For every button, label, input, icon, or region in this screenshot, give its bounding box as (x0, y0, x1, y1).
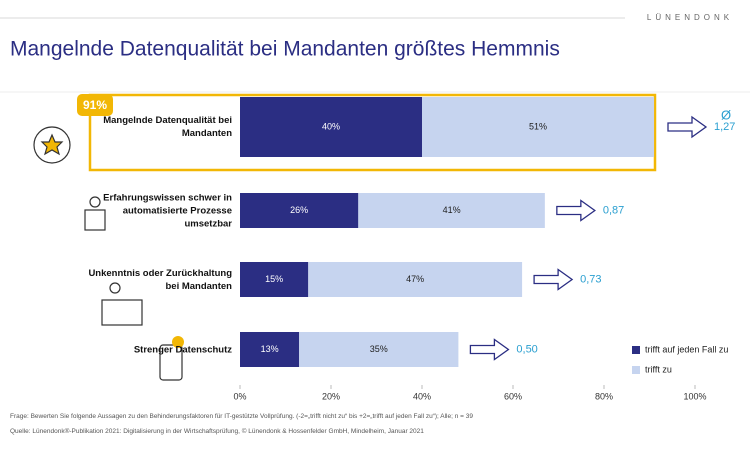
category-label: Strenger Datenschutz (133, 344, 232, 355)
value-label: 13% (261, 344, 279, 354)
bar-segment (422, 97, 655, 157)
highlight-badge (77, 94, 113, 116)
highlight-label: 91% (83, 98, 107, 112)
value-label: 41% (443, 205, 461, 215)
category-label: Mangelnde Datenqualität bei Mandanten (103, 115, 232, 139)
legend-swatch (632, 366, 640, 374)
legend-label: trifft auf jeden Fall zu (645, 344, 728, 354)
average-label: 0,87 (603, 204, 624, 216)
bar-segment (240, 332, 300, 367)
icons (33, 126, 184, 381)
bar-segment (240, 262, 309, 297)
category-label: Erfahrungswissen schwer in automatisiert… (103, 192, 232, 229)
value-label: 51% (529, 121, 547, 131)
value-label: 35% (370, 344, 388, 354)
question-note: Frage: Bewerten Sie folgende Aussagen zu… (10, 413, 473, 420)
x-tick-label: 40% (413, 391, 431, 401)
bar-segment (299, 332, 459, 367)
value-label: 26% (290, 205, 308, 215)
legend-label: trifft zu (645, 364, 672, 374)
category-label: Unkenntnis oder Zurückhaltung bei Mandan… (88, 267, 232, 292)
bar-segment (240, 193, 359, 228)
highlight-box (88, 93, 657, 172)
arrow (556, 199, 596, 222)
average-label: 0,73 (580, 273, 601, 285)
average-label: 0,50 (516, 343, 537, 355)
arrow (469, 338, 510, 361)
value-label: 40% (322, 121, 340, 131)
bar-segment (240, 97, 422, 157)
value-label: 47% (406, 274, 424, 284)
average-label: 1,27 (714, 121, 735, 133)
source-note: Quelle: Lünendonk®-Publikation 2021: Dig… (10, 428, 424, 435)
value-label: 15% (265, 274, 283, 284)
legend-swatch (632, 346, 640, 354)
x-tick-label: 0% (233, 391, 246, 401)
x-tick-label: 60% (504, 391, 522, 401)
bar-segment (358, 193, 545, 228)
arrow (533, 268, 574, 291)
brand: LÜNENDONK (647, 13, 733, 22)
chart-title: Mangelnde Datenqualität bei Mandanten gr… (10, 38, 560, 61)
x-tick-label: 80% (595, 391, 613, 401)
bar-segment (308, 262, 523, 297)
x-tick-label: 20% (322, 391, 340, 401)
arrow (667, 115, 708, 139)
x-tick-label: 100% (683, 391, 706, 401)
average-header: Ø (721, 107, 731, 122)
